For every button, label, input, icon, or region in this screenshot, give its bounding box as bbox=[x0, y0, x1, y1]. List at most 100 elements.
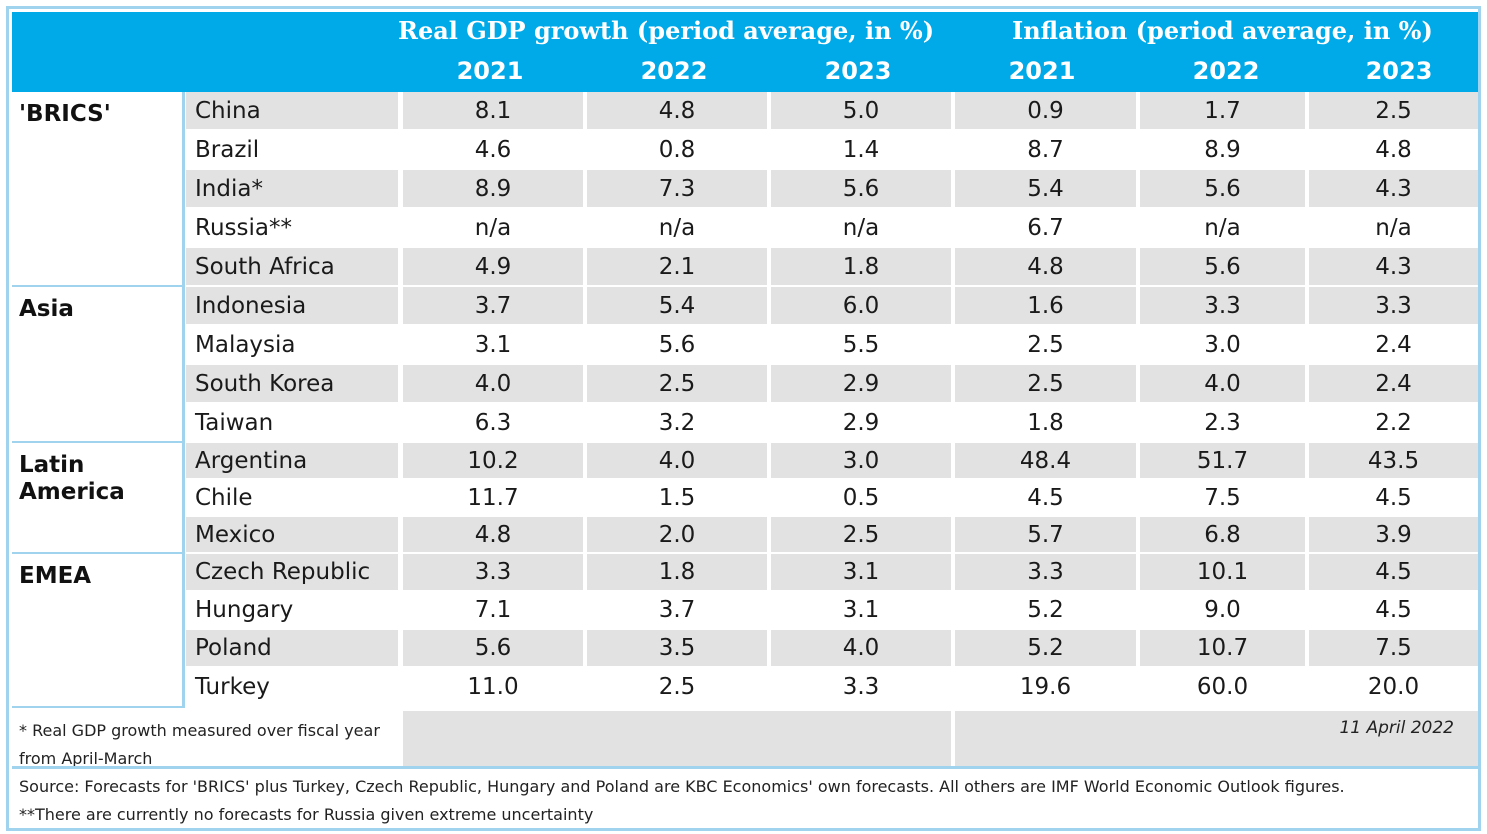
country-name: Mexico bbox=[186, 517, 398, 552]
region-divider bbox=[12, 441, 182, 443]
value-cell: 2.2 bbox=[1309, 404, 1478, 441]
value-cell: 1.8 bbox=[771, 248, 951, 285]
value-cell: 10.2 bbox=[403, 443, 583, 478]
year-header: 2023 bbox=[824, 57, 892, 85]
value-cell: 3.5 bbox=[587, 630, 767, 666]
value-cell: 4.8 bbox=[955, 248, 1136, 285]
value-cell: 8.9 bbox=[403, 170, 583, 207]
value-cell: 48.4 bbox=[955, 443, 1136, 478]
value-cell: 43.5 bbox=[1309, 443, 1478, 478]
country-name: Russia** bbox=[186, 209, 398, 246]
publication-date: 11 April 2022 bbox=[955, 711, 1478, 766]
year-header: 2022 bbox=[1192, 57, 1260, 85]
value-cell: 3.0 bbox=[1140, 326, 1305, 363]
value-cell: 9.0 bbox=[1140, 592, 1305, 628]
value-cell: 2.5 bbox=[955, 365, 1136, 402]
value-cell: 2.3 bbox=[1140, 404, 1305, 441]
value-cell: 51.7 bbox=[1140, 443, 1305, 478]
value-cell: 2.5 bbox=[955, 326, 1136, 363]
value-cell: 3.0 bbox=[771, 443, 951, 478]
value-cell: 4.8 bbox=[403, 517, 583, 552]
value-cell: 11.7 bbox=[403, 480, 583, 515]
value-cell: 6.7 bbox=[955, 209, 1136, 246]
value-cell: 5.5 bbox=[771, 326, 951, 363]
value-cell: 0.5 bbox=[771, 480, 951, 515]
value-cell: 4.8 bbox=[1309, 131, 1478, 168]
value-cell: 4.5 bbox=[1309, 592, 1478, 628]
value-cell: 3.7 bbox=[587, 592, 767, 628]
value-cell: 2.5 bbox=[771, 517, 951, 552]
year-header: 2021 bbox=[456, 57, 524, 85]
value-cell: n/a bbox=[771, 209, 951, 246]
value-cell: 1.6 bbox=[955, 287, 1136, 324]
value-cell: 2.9 bbox=[771, 365, 951, 402]
country-name: India* bbox=[186, 170, 398, 207]
forecast-table: Real GDP growth (period average, in %) I… bbox=[6, 6, 1481, 831]
region-label: Asia bbox=[12, 287, 182, 441]
value-cell: 2.5 bbox=[1309, 92, 1478, 129]
value-cell: 4.0 bbox=[1140, 365, 1305, 402]
value-cell: 4.0 bbox=[587, 443, 767, 478]
country-name: Argentina bbox=[186, 443, 398, 478]
value-cell: 4.0 bbox=[771, 630, 951, 666]
value-cell: 5.2 bbox=[955, 630, 1136, 666]
value-cell: 3.1 bbox=[771, 554, 951, 590]
year-header: 2023 bbox=[1365, 57, 1433, 85]
country-name: Poland bbox=[186, 630, 398, 666]
value-cell: 2.0 bbox=[587, 517, 767, 552]
value-cell: 7.5 bbox=[1140, 480, 1305, 515]
value-cell: 5.2 bbox=[955, 592, 1136, 628]
country-name: Chile bbox=[186, 480, 398, 515]
value-cell: 3.2 bbox=[587, 404, 767, 441]
value-cell: 4.0 bbox=[403, 365, 583, 402]
value-cell: 5.6 bbox=[587, 326, 767, 363]
region-label: EMEA bbox=[12, 554, 182, 706]
value-cell: 6.8 bbox=[1140, 517, 1305, 552]
inflation-group-title: Inflation (period average, in %) bbox=[1012, 16, 1433, 45]
country-name: Brazil bbox=[186, 131, 398, 168]
country-name: Indonesia bbox=[186, 287, 398, 324]
value-cell: 5.6 bbox=[1140, 248, 1305, 285]
value-cell: 20.0 bbox=[1309, 668, 1478, 706]
value-cell: 3.9 bbox=[1309, 517, 1478, 552]
value-cell: 4.3 bbox=[1309, 248, 1478, 285]
value-cell: 7.5 bbox=[1309, 630, 1478, 666]
year-header: 2021 bbox=[1008, 57, 1076, 85]
value-cell: 3.3 bbox=[403, 554, 583, 590]
russia-note: **There are currently no forecasts for R… bbox=[19, 805, 594, 824]
value-cell: n/a bbox=[587, 209, 767, 246]
country-name: Hungary bbox=[186, 592, 398, 628]
value-cell: 3.3 bbox=[1309, 287, 1478, 324]
value-cell: 0.8 bbox=[587, 131, 767, 168]
value-cell: 8.9 bbox=[1140, 131, 1305, 168]
value-cell: 3.1 bbox=[403, 326, 583, 363]
footer-filler bbox=[403, 711, 951, 766]
value-cell: 3.3 bbox=[1140, 287, 1305, 324]
value-cell: 2.1 bbox=[587, 248, 767, 285]
country-name: Malaysia bbox=[186, 326, 398, 363]
value-cell: 3.3 bbox=[955, 554, 1136, 590]
value-cell: 8.7 bbox=[955, 131, 1136, 168]
value-cell: 1.4 bbox=[771, 131, 951, 168]
value-cell: 7.1 bbox=[403, 592, 583, 628]
value-cell: n/a bbox=[1140, 209, 1305, 246]
value-cell: 1.8 bbox=[587, 554, 767, 590]
value-cell: 3.7 bbox=[403, 287, 583, 324]
value-cell: 5.6 bbox=[1140, 170, 1305, 207]
country-name: Turkey bbox=[186, 668, 398, 706]
country-name: Czech Republic bbox=[186, 554, 398, 590]
value-cell: n/a bbox=[403, 209, 583, 246]
value-cell: 4.3 bbox=[1309, 170, 1478, 207]
value-cell: 6.3 bbox=[403, 404, 583, 441]
value-cell: 10.7 bbox=[1140, 630, 1305, 666]
value-cell: 5.4 bbox=[955, 170, 1136, 207]
footer-divider bbox=[12, 766, 1478, 769]
region-divider bbox=[12, 285, 182, 287]
value-cell: 4.6 bbox=[403, 131, 583, 168]
value-cell: n/a bbox=[1309, 209, 1478, 246]
gdp-group-title: Real GDP growth (period average, in %) bbox=[398, 16, 935, 45]
country-name: South Africa bbox=[186, 248, 398, 285]
value-cell: 0.9 bbox=[955, 92, 1136, 129]
value-cell: 5.7 bbox=[955, 517, 1136, 552]
value-cell: 4.9 bbox=[403, 248, 583, 285]
